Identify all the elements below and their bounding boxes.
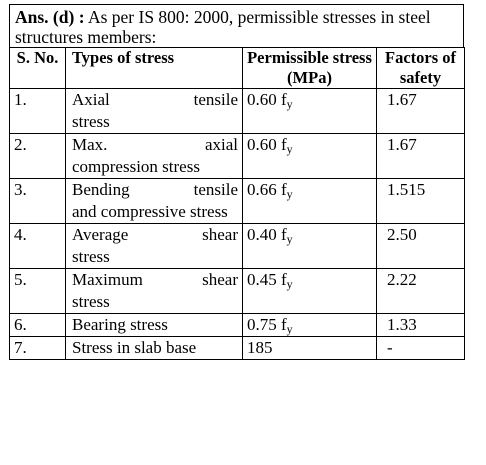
cell-factor-of-safety: 1.33 [376,313,465,337]
cell-sno: 4. [9,223,66,269]
answer-text: As per IS 800: 2000, permissible stresse… [15,7,431,47]
yield-subscript: y [286,277,293,291]
cell-sno: 2. [9,133,66,179]
header-sno: S. No. [9,47,66,89]
table-row: 1. Axial tensile stress 0.60 fy 1.67 [9,88,465,134]
cell-stress-type: Axial tensile stress [65,88,243,134]
answer-block: Ans. (d) : As per IS 800: 2000, permissi… [9,4,465,360]
table-row: 5. Maximum shear stress 0.45 fy 2.22 [9,268,465,314]
cell-permissible-stress: 185 [242,336,377,360]
permissible-coefficient: 0.40 f [247,225,287,244]
table-row: 7. Stress in slab base 185 - [9,336,465,360]
table-row: 2. Max. axial compression stress 0.60 fy 1.6… [9,133,465,179]
cell-stress-type: Bending tensile and compressive stress [65,178,243,224]
cell-stress-type: Average shear stress [65,223,243,269]
stress-type-rest: compression stress [72,157,200,176]
table-row: 4. Average shear stress 0.40 fy 2.50 [9,223,465,269]
cell-factor-of-safety: 2.50 [376,223,465,269]
cell-factor-of-safety: 2.22 [376,268,465,314]
stress-type-line1: Stress in slab base [72,338,197,357]
cell-permissible-stress: 0.66 fy [242,178,377,224]
cell-permissible-stress: 0.60 fy [242,133,377,179]
cell-sno: 5. [9,268,66,314]
cell-permissible-stress: 0.45 fy [242,268,377,314]
stress-type-line1: Maximum shear [72,270,238,289]
yield-subscript: y [286,187,293,201]
yield-subscript: y [286,97,293,111]
cell-factor-of-safety: 1.67 [376,88,465,134]
cell-permissible-stress: 0.75 fy [242,313,377,337]
permissible-coefficient: 0.66 f [247,180,287,199]
stress-type-line1: Max. axial [72,135,238,154]
stress-type-rest: stress [72,292,110,311]
yield-subscript: y [286,232,293,246]
cell-factor-of-safety: 1.67 [376,133,465,179]
cell-stress-type: Max. axial compression stress [65,133,243,179]
cell-stress-type: Stress in slab base [65,336,243,360]
permissible-coefficient: 0.60 f [247,90,287,109]
cell-permissible-stress: 0.40 fy [242,223,377,269]
cell-factor-of-safety: - [376,336,465,360]
stress-type-rest: and compressive stress [72,202,228,221]
stress-type-line1: Bending tensile [72,180,238,199]
cell-permissible-stress: 0.60 fy [242,88,377,134]
table-row: 3. Bending tensile and compressive stress 0… [9,178,465,224]
cell-factor-of-safety: 1.515 [376,178,465,224]
cell-sno: 3. [9,178,66,224]
yield-subscript: y [286,142,293,156]
stress-type-line1: Average shear [72,225,238,244]
stress-type-rest: stress [72,112,110,131]
permissible-coefficient: 185 [247,338,273,357]
table-header-row: S. No. Types of stress Permissible stres… [9,47,465,89]
stress-type-line1: Bearing stress [72,315,168,334]
cell-sno: 1. [9,88,66,134]
header-type: Types of stress [65,47,243,89]
stress-type-rest: stress [72,247,110,266]
permissible-coefficient: 0.45 f [247,270,287,289]
answer-label: Ans. (d) : [15,7,85,27]
cell-stress-type: Bearing stress [65,313,243,337]
cell-stress-type: Maximum shear stress [65,268,243,314]
cell-sno: 6. [9,313,66,337]
stress-type-line1: Axial tensile [72,90,238,109]
permissible-coefficient: 0.60 f [247,135,287,154]
cell-sno: 7. [9,336,66,360]
header-factors-of-safety: Factors of safety [376,47,465,89]
stress-table: S. No. Types of stress Permissible stres… [9,47,465,360]
header-permissible-stress: Permissible stress (MPa) [242,47,377,89]
permissible-coefficient: 0.75 f [247,315,287,334]
yield-subscript: y [286,322,293,336]
answer-intro: Ans. (d) : As per IS 800: 2000, permissi… [9,4,464,47]
table-row: 6. Bearing stress 0.75 fy 1.33 [9,313,465,337]
